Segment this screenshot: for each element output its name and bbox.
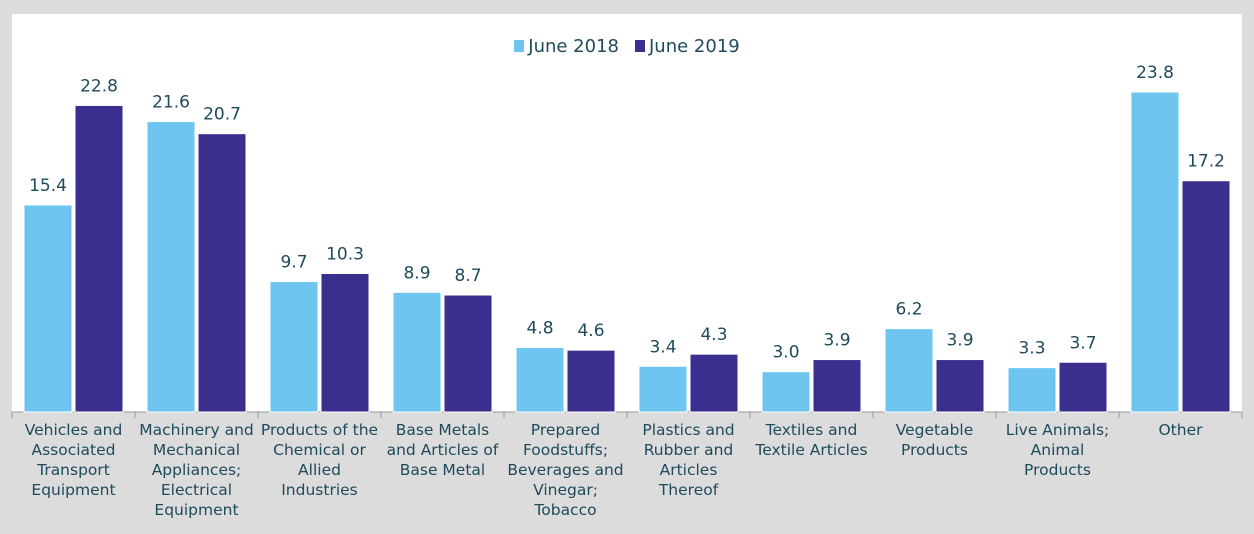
data-label: 3.9 xyxy=(946,331,973,351)
x-tick-label: Other xyxy=(1158,421,1203,439)
bar xyxy=(23,204,73,413)
bar xyxy=(689,353,739,413)
data-label: 15.4 xyxy=(29,176,67,196)
data-label: 23.8 xyxy=(1136,63,1174,83)
data-label: 8.7 xyxy=(454,266,481,286)
data-label: 9.7 xyxy=(280,253,307,273)
data-label: 3.0 xyxy=(772,343,799,363)
data-label: 21.6 xyxy=(152,93,190,113)
bar xyxy=(392,291,442,413)
x-tick-label: Products of the Chemical or Allied Indus… xyxy=(260,421,379,499)
data-label: 22.8 xyxy=(80,76,118,96)
data-label: 20.7 xyxy=(203,105,241,125)
x-tick-label: Vegetable Products xyxy=(895,421,974,459)
x-tick-label: Live Animals; Animal Products xyxy=(1005,421,1110,479)
bar xyxy=(566,349,616,413)
data-label: 4.3 xyxy=(700,325,727,345)
data-label: 3.3 xyxy=(1018,339,1045,359)
legend-label: June 2018 xyxy=(528,36,619,57)
data-label: 3.4 xyxy=(649,337,676,357)
legend-label: June 2019 xyxy=(649,36,740,57)
legend-swatch xyxy=(514,40,525,52)
bar xyxy=(1058,361,1108,413)
x-tick-label: Machinery and Mechanical Appliances; Ele… xyxy=(139,421,254,519)
bar xyxy=(197,133,247,413)
data-label: 8.9 xyxy=(403,263,430,283)
x-tick-label: Vehicles and Associated Transport Equipm… xyxy=(24,421,123,499)
bar xyxy=(1007,367,1057,413)
bar xyxy=(146,121,196,413)
bar xyxy=(320,273,370,413)
legend-item: June 2018 xyxy=(514,36,619,57)
x-tick-label: Textiles and Textile Articles xyxy=(755,421,868,459)
x-tick-label: Prepared Foodstuffs; Beverages and Vineg… xyxy=(507,421,624,519)
bar xyxy=(515,346,565,413)
bar xyxy=(443,294,493,413)
data-label: 4.6 xyxy=(577,321,604,341)
data-label: 4.8 xyxy=(526,318,553,338)
bar xyxy=(638,365,688,413)
legend-swatch xyxy=(635,40,645,52)
data-label: 6.2 xyxy=(895,300,922,320)
data-label: 17.2 xyxy=(1187,152,1225,172)
legend-item: June 2019 xyxy=(635,36,740,57)
data-label: 3.7 xyxy=(1069,333,1096,353)
legend: June 2018 June 2019 xyxy=(0,36,1254,57)
bar xyxy=(935,359,985,413)
bar xyxy=(1130,91,1180,413)
data-label: 3.9 xyxy=(823,331,850,351)
bar xyxy=(269,281,319,413)
x-tick-label: Plastics and Rubber and Articles Thereof xyxy=(642,421,735,499)
data-label: 10.3 xyxy=(326,245,364,265)
bar xyxy=(74,104,124,413)
bar xyxy=(761,371,811,413)
bar xyxy=(884,328,934,413)
bar xyxy=(812,359,862,413)
bar xyxy=(1181,180,1231,413)
x-tick-label: Base Metals and Articles of Base Metal xyxy=(386,421,499,479)
